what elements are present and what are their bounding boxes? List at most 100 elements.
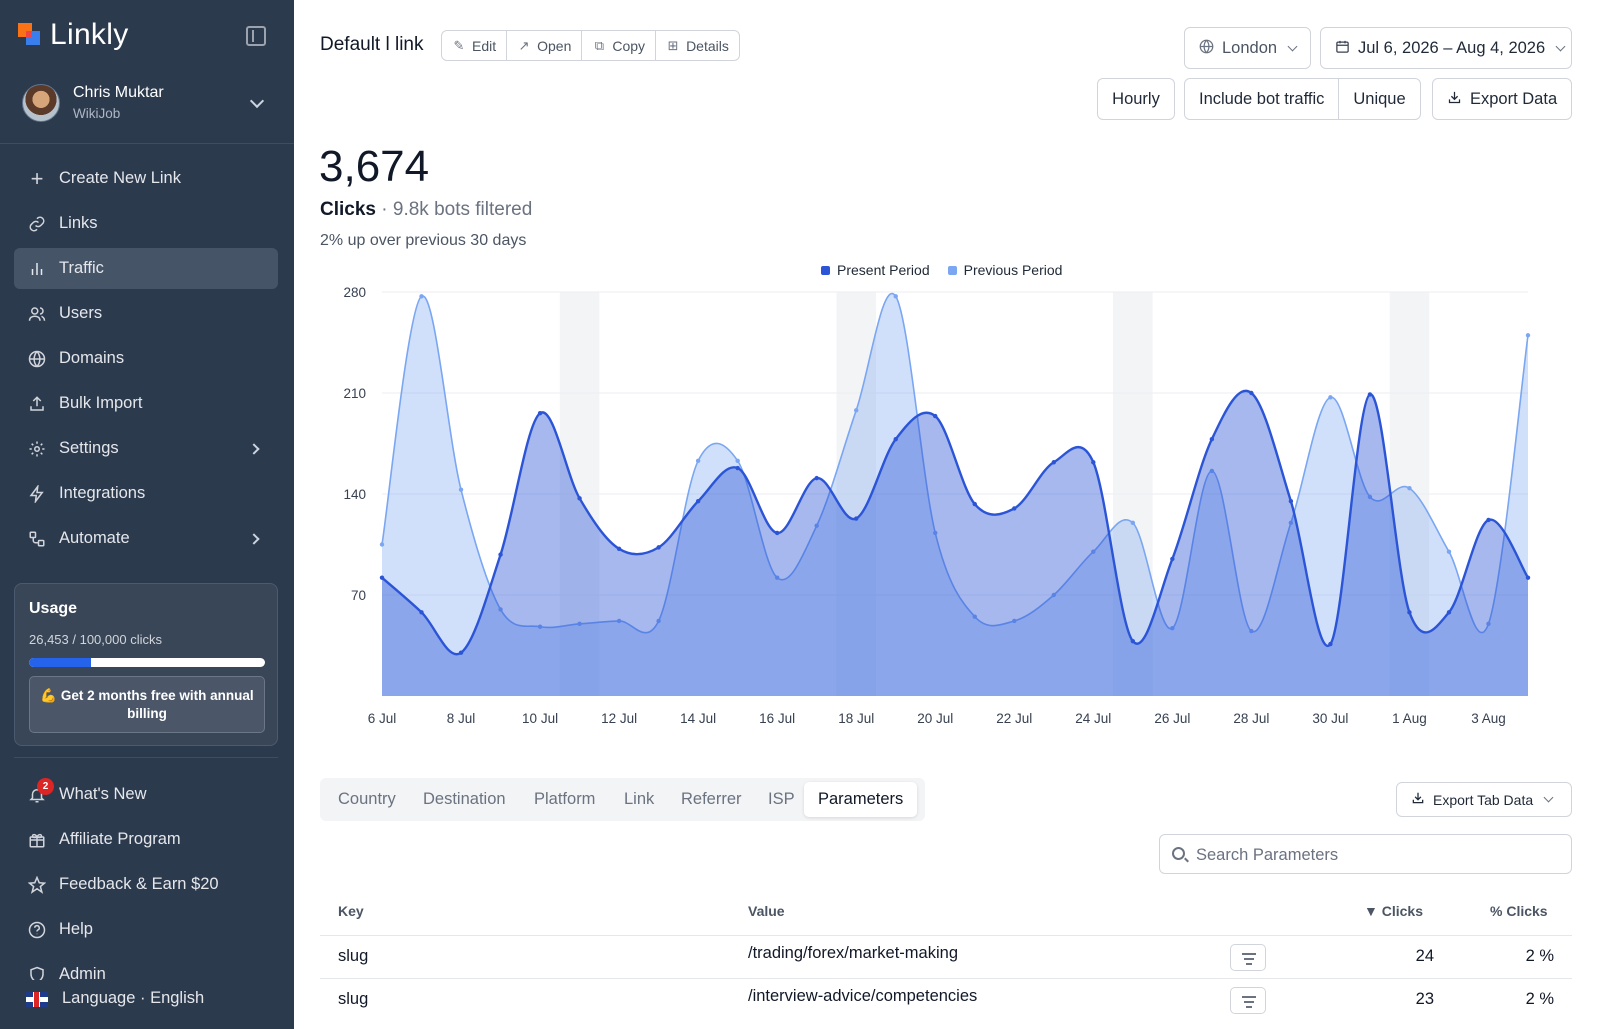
collapse-sidebar-icon[interactable]	[246, 26, 266, 46]
tab-link[interactable]: Link	[624, 790, 655, 808]
previous-point	[933, 530, 938, 536]
legend-present[interactable]: Present Period	[821, 262, 930, 278]
present-point	[695, 499, 701, 504]
open-button[interactable]: ↗ Open	[507, 31, 583, 60]
nav-whats-new[interactable]: 2 What's New	[14, 774, 278, 815]
x-tick-label: 26 Jul	[1154, 711, 1190, 726]
x-tick-label: 24 Jul	[1075, 711, 1111, 726]
nav-integrations[interactable]: Integrations	[14, 473, 278, 514]
location-label: London	[1222, 38, 1278, 57]
tab-platform[interactable]: Platform	[534, 790, 596, 808]
tab-parameters[interactable]: Parameters	[804, 782, 918, 817]
nav-settings[interactable]: Settings	[14, 428, 278, 469]
nav-feedback[interactable]: Feedback & Earn $20	[14, 864, 278, 905]
nav-domains[interactable]: Domains	[14, 338, 278, 379]
cell-clicks: 23	[1415, 990, 1434, 1008]
nav-affiliate-program[interactable]: Affiliate Program	[14, 819, 278, 860]
y-tick-label: 210	[343, 386, 366, 401]
include-bot-traffic-toggle[interactable]: Include bot traffic	[1199, 89, 1325, 108]
col-header-clicks[interactable]: ▼ Clicks	[1364, 903, 1423, 919]
present-point	[656, 545, 661, 550]
pencil-icon: ✎	[453, 37, 465, 53]
filter-button[interactable]	[1230, 987, 1266, 1014]
annual-billing-button[interactable]: 💪 Get 2 months free with annual billing	[29, 676, 265, 733]
present-point	[1012, 506, 1017, 511]
previous-point	[972, 614, 977, 619]
gift-icon	[28, 831, 46, 849]
previous-point	[1209, 468, 1215, 474]
present-point	[814, 475, 819, 481]
star-icon	[27, 875, 47, 894]
previous-point	[458, 487, 464, 492]
location-select[interactable]: London	[1184, 27, 1311, 69]
present-period-line	[381, 389, 1530, 656]
y-tick-label: 140	[343, 487, 366, 502]
download-icon	[1411, 791, 1425, 808]
previous-point	[893, 294, 898, 299]
globe-icon	[28, 350, 46, 368]
col-header-key[interactable]: Key	[338, 903, 364, 919]
previous-point	[1446, 549, 1452, 554]
present-point	[1367, 392, 1373, 397]
uk-flag-icon	[26, 992, 48, 1007]
present-point	[972, 501, 977, 507]
cell-pct: 2 %	[1525, 947, 1554, 965]
profile-org: WikiJob	[73, 106, 121, 121]
date-range-picker[interactable]: Jul 6, 2026 – Aug 4, 2026	[1320, 27, 1572, 69]
previous-point	[616, 618, 622, 624]
y-tick-label: 70	[351, 588, 366, 603]
details-button[interactable]: ⊞ Details	[656, 31, 739, 60]
chevron-down-icon	[1555, 41, 1566, 51]
language-selector[interactable]: Language · English	[0, 980, 294, 1029]
tab-referrer[interactable]: Referrer	[681, 790, 742, 808]
previous-point	[577, 621, 582, 627]
nav-label: Help	[59, 920, 93, 938]
hourly-button[interactable]: Hourly	[1097, 78, 1175, 120]
search-input[interactable]	[1196, 843, 1556, 867]
bar-chart-icon	[28, 260, 46, 278]
tab-isp[interactable]: ISP	[768, 790, 795, 808]
brand[interactable]: Linkly	[18, 18, 129, 52]
sidebar: Linkly Chris Muktar WikiJob + Create New…	[0, 0, 294, 1029]
present-point	[419, 610, 424, 615]
nav-links[interactable]: Links	[14, 203, 278, 244]
table-row[interactable]: slug /trading/forex/market-making 24 2 %	[320, 935, 1572, 978]
present-point	[1249, 390, 1254, 396]
nav-label: Settings	[59, 439, 119, 457]
tab-country[interactable]: Country	[338, 790, 396, 808]
present-point	[1209, 436, 1215, 442]
legend-swatch-previous	[947, 265, 957, 275]
table-row[interactable]: slug /interview-advice/competencies 23 2…	[320, 978, 1572, 1021]
nav-help[interactable]: Help	[14, 909, 278, 950]
present-point	[537, 411, 543, 416]
legend-label-present: Present Period	[837, 262, 930, 278]
nav-traffic[interactable]: Traffic	[14, 248, 278, 289]
copy-button[interactable]: ⧉ Copy	[582, 31, 657, 60]
export-data-button[interactable]: Export Data	[1432, 78, 1572, 120]
export-tab-data-button[interactable]: Export Tab Data	[1396, 782, 1572, 817]
col-header-pct-clicks[interactable]: % Clicks	[1490, 903, 1548, 919]
x-tick-label: 22 Jul	[996, 711, 1032, 726]
chevron-right-icon	[248, 442, 260, 455]
download-icon	[1447, 90, 1462, 108]
nav-bulk-import[interactable]: Bulk Import	[14, 383, 278, 424]
nav-create-new-link[interactable]: + Create New Link	[14, 158, 278, 199]
edit-button[interactable]: ✎ Edit	[442, 31, 508, 60]
nav-users[interactable]: Users	[14, 293, 278, 334]
previous-point	[419, 294, 424, 299]
notification-badge: 2	[37, 777, 54, 795]
unique-toggle[interactable]: Unique	[1338, 79, 1419, 119]
profile-switcher[interactable]: Chris Muktar WikiJob	[0, 78, 294, 144]
previous-point	[854, 408, 859, 413]
usage-count: 26,453 / 100,000 clicks	[29, 632, 162, 647]
page-title: Default l link	[320, 34, 424, 55]
nav-automate[interactable]: Automate	[14, 518, 278, 559]
legend-previous[interactable]: Previous Period	[947, 262, 1062, 278]
present-point	[933, 413, 938, 419]
col-header-value[interactable]: Value	[748, 903, 785, 919]
cell-pct: 2 %	[1525, 990, 1554, 1008]
tab-destination[interactable]: Destination	[423, 790, 506, 808]
cell-key: slug	[338, 990, 369, 1008]
filter-button[interactable]	[1230, 944, 1266, 971]
filter-icon-line	[1246, 963, 1252, 965]
